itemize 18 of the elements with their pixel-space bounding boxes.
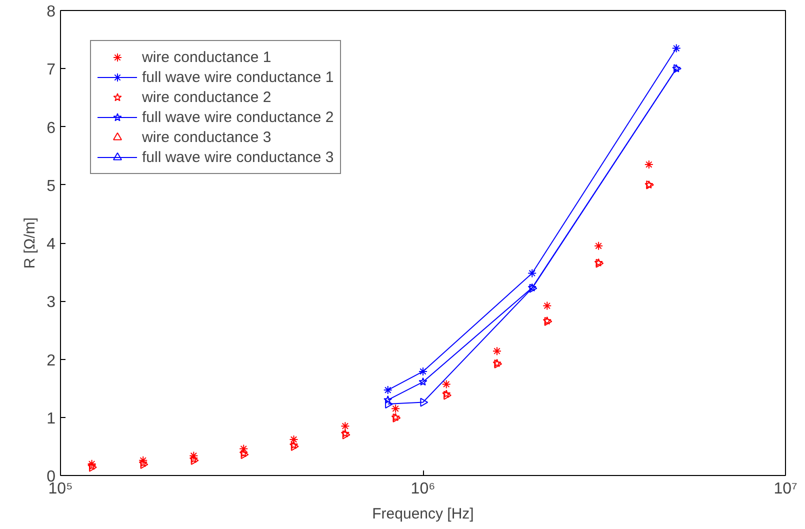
y-tick-label: 5: [46, 178, 56, 195]
legend-label: wire conductance 2: [142, 88, 272, 106]
x-tick-label: 10⁷: [774, 480, 798, 498]
y-tick-label: 2: [46, 352, 56, 370]
legend-label: wire conductance 3: [142, 128, 272, 146]
legend-label: wire conductance 1: [142, 48, 272, 66]
y-tick-label: 8: [46, 4, 56, 20]
y-tick-label: 3: [46, 294, 56, 312]
y-tick-label: 1: [46, 410, 56, 428]
x-axis-title: Frequency [Hz]: [372, 506, 474, 522]
y-tick-label: 6: [46, 120, 56, 137]
x-tick-label: 10⁶: [410, 480, 436, 498]
y-tick-label: 7: [46, 62, 56, 79]
y-tick-label: 4: [46, 236, 56, 253]
legend-label: full wave wire conductance 1: [142, 68, 334, 86]
legend-label: full wave wire conductance 3: [142, 148, 334, 166]
y-axis-title: R [Ω/m]: [22, 217, 39, 269]
legend-label: full wave wire conductance 2: [142, 108, 334, 126]
